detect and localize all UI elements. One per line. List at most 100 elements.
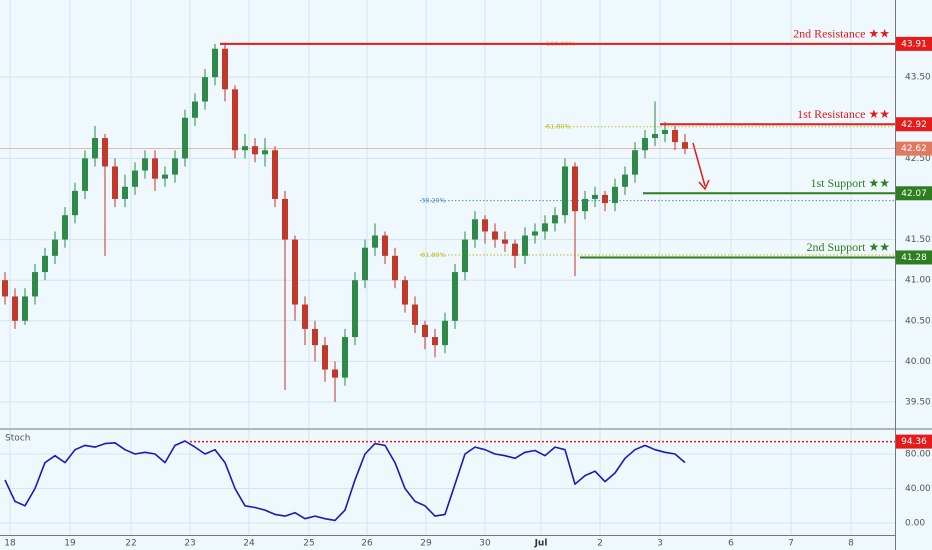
x-tick-label: Jul: [534, 539, 548, 549]
level-label: 1st Support ★★: [810, 176, 890, 190]
y-tick-label: 42.50: [905, 154, 931, 164]
candle-body: [572, 166, 578, 212]
candle-body: [342, 337, 348, 378]
candle-body: [392, 255, 398, 281]
candle-body: [152, 158, 158, 179]
candle-body: [22, 296, 28, 321]
candle-body: [32, 272, 38, 297]
level-label: 2nd Resistance ★★: [793, 27, 890, 41]
candle-body: [512, 243, 518, 256]
grid: [0, 0, 895, 535]
candle-body: [632, 150, 638, 175]
candle-body: [522, 235, 528, 256]
candle-body: [122, 186, 128, 199]
candle-body: [482, 219, 488, 232]
x-tick-label: 25: [303, 539, 314, 549]
candle-body: [652, 134, 658, 139]
candle-body: [182, 117, 188, 159]
price-tag: [896, 434, 932, 449]
candle-body: [192, 101, 198, 118]
y-tick-label: 43.50: [905, 73, 931, 83]
candle-body: [552, 215, 558, 224]
stoch-line: [4, 440, 686, 522]
x-tick-label: 18: [4, 539, 16, 549]
candle-body: [262, 150, 268, 155]
price-tag-label: 41.28: [901, 253, 927, 263]
fib-label: 38.20%: [421, 197, 446, 205]
candle-body: [402, 280, 408, 305]
y-tick-label: 40.00: [905, 484, 931, 494]
candle-body: [462, 239, 468, 273]
candle-body: [302, 304, 308, 329]
candle-body: [582, 198, 588, 212]
x-tick-label: 23: [184, 539, 195, 549]
arrow-head: [698, 179, 710, 191]
x-tick-label: 3: [657, 539, 663, 549]
candle-body: [382, 235, 388, 256]
candle-body: [82, 158, 88, 191]
candle-body: [72, 190, 78, 216]
candle-body: [642, 138, 648, 151]
candle-body: [142, 158, 148, 171]
price-tag-label: 43.91: [901, 39, 927, 49]
candle-body: [362, 247, 368, 281]
fib-label: 61.80%: [421, 251, 446, 259]
price-tag-label: 42.62: [901, 144, 927, 154]
candle-body: [322, 345, 328, 370]
candle-body: [472, 219, 478, 240]
candle-body: [332, 369, 338, 378]
price-tag: [896, 250, 932, 265]
candle-body: [592, 194, 598, 199]
candle-body: [352, 280, 358, 338]
candle-body: [272, 150, 278, 199]
candle-body: [432, 337, 438, 346]
candle-body: [112, 166, 118, 199]
candle-body: [52, 239, 58, 256]
candle-body: [252, 146, 258, 155]
y-tick-label: 41.50: [905, 235, 931, 245]
x-tick-label: 8: [848, 539, 854, 549]
x-tick-label: 6: [728, 539, 734, 549]
candle-body: [292, 239, 298, 305]
candle-body: [132, 170, 138, 187]
price-tag-label: 42.92: [901, 120, 927, 130]
x-tick-label: 24: [243, 539, 255, 549]
candle-body: [222, 48, 228, 90]
y-tick-label: 0.00: [905, 519, 925, 529]
price-tag: [896, 186, 932, 201]
arrow: [692, 142, 706, 187]
candle-body: [2, 280, 8, 297]
x-tick-label: 22: [125, 539, 136, 549]
candle-body: [612, 186, 618, 204]
candle-body: [562, 166, 568, 216]
candle-body: [412, 304, 418, 325]
stoch-title: Stoch: [5, 434, 30, 444]
x-tick-label: 29: [420, 539, 432, 549]
candle-body: [372, 235, 378, 248]
candle-body: [92, 138, 98, 159]
candle-body: [442, 320, 448, 346]
candle-body: [202, 77, 208, 102]
price-tag-label: 94.36: [901, 437, 927, 447]
x-tick-label: 2: [597, 539, 603, 549]
candle-body: [172, 158, 178, 175]
x-tick-label: 26: [361, 539, 373, 549]
candle-body: [532, 231, 538, 236]
price-tag: [896, 141, 932, 156]
y-tick-label: 40.00: [905, 357, 931, 367]
candle-body: [232, 89, 238, 151]
x-tick-label: 19: [64, 539, 76, 549]
x-tick-label: 30: [479, 539, 491, 549]
price-tag-label: 42.07: [901, 189, 927, 199]
y-tick-label: 40.50: [905, 316, 931, 326]
level-label: 1st Resistance ★★: [797, 107, 890, 121]
candle-body: [162, 174, 168, 179]
candle-body: [682, 142, 688, 149]
candle-body: [12, 296, 18, 321]
candle-body: [42, 255, 48, 273]
y-tick-label: 80.00: [905, 449, 931, 459]
candle-body: [622, 174, 628, 187]
